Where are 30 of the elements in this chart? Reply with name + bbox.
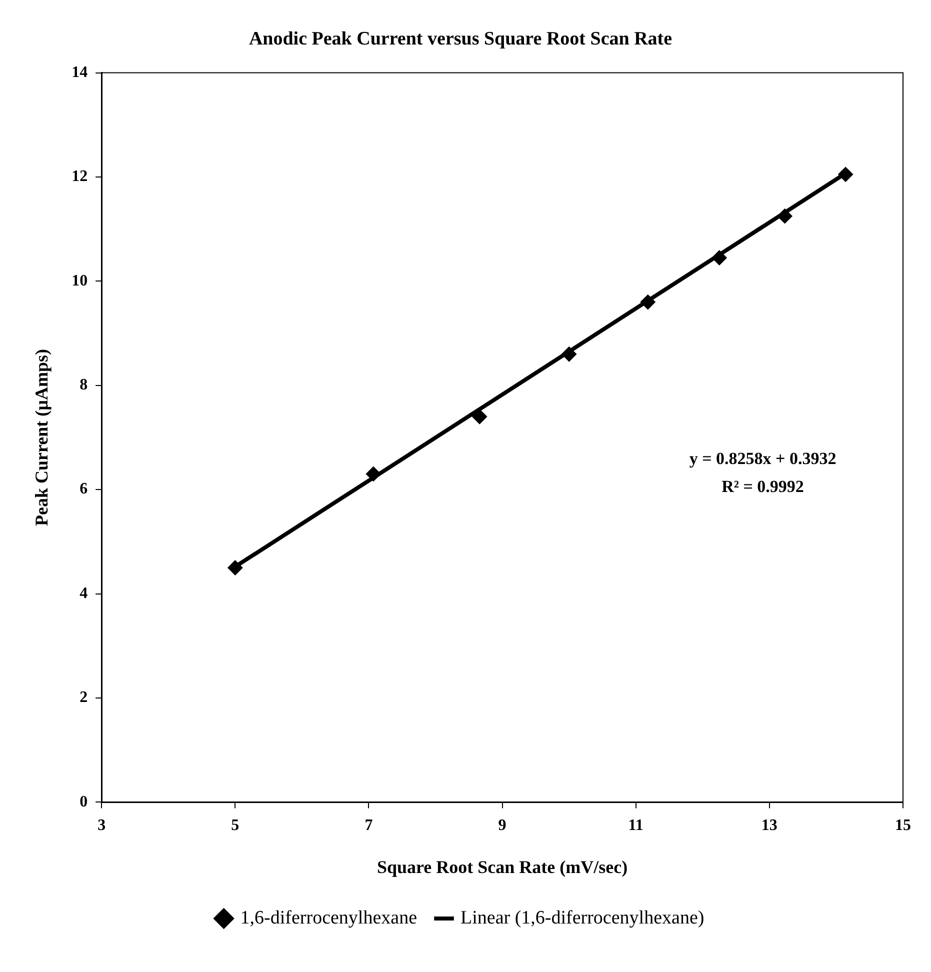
point [777,208,792,224]
point [838,166,854,182]
point [640,294,656,310]
legend-label: Linear (1,6-diferrocenylhexane) [460,907,704,928]
legend-label: 1,6-diferrocenylhexane [240,907,418,928]
x-tick-label: 13 [761,816,778,834]
x-tick-label: 15 [895,816,911,834]
x-tick-label: 5 [231,816,240,834]
y-tick-label: 6 [80,480,88,498]
x-tick-label: 9 [498,816,506,834]
x-axis-title: Square Root Scan Rate (mV/sec) [376,856,628,877]
point [366,466,381,482]
y-tick-label: 0 [80,793,88,810]
x-tick-label: 7 [364,816,373,834]
point [472,409,488,424]
point [228,560,243,576]
point [562,346,577,362]
y-tick-label: 2 [80,689,88,706]
point [712,250,727,266]
annotation: y = 0.8258x + 0.3932 [689,448,836,468]
y-axis-title: Peak Current (µAmps) [31,348,52,526]
y-tick-label: 14 [72,64,88,81]
chart-title: Anodic Peak Current versus Square Root Scan Rate [248,28,672,50]
y-tick-label: 4 [80,584,88,602]
y-tick-label: 10 [72,272,88,290]
y-tick-label: 8 [80,376,88,394]
y-tick-label: 12 [72,168,88,186]
annotation: R² = 0.9992 [722,476,804,496]
x-tick-label: 3 [98,816,106,834]
x-tick-label: 11 [628,816,644,834]
